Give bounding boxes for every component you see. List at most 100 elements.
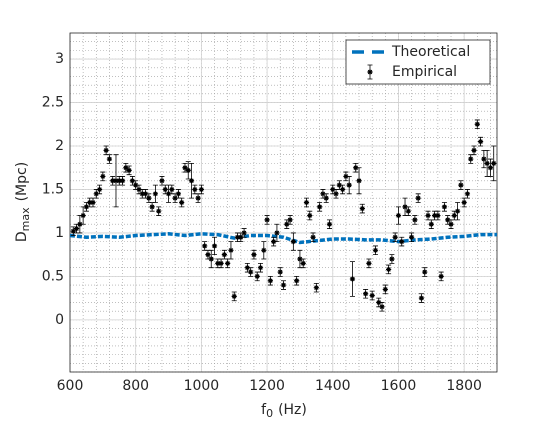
- empirical-point: [477, 139, 484, 145]
- empirical-point: [441, 204, 448, 210]
- empirical-point: [300, 260, 306, 266]
- empirical-point: [448, 221, 454, 227]
- empirical-point: [359, 205, 365, 212]
- empirical-point: [175, 191, 181, 197]
- y-tick-label: 1.5: [42, 181, 64, 197]
- y-tick-label: 1: [55, 225, 64, 241]
- empirical-point: [438, 273, 444, 279]
- empirical-point: [142, 191, 149, 197]
- y-tick-label: 2.5: [42, 95, 64, 111]
- empirical-point: [343, 173, 349, 180]
- empirical-point: [287, 217, 293, 223]
- empirical-point: [389, 256, 395, 262]
- empirical-point: [290, 239, 296, 245]
- empirical-point: [474, 121, 480, 127]
- empirical-point: [471, 147, 477, 153]
- y-tick-label: 0.5: [42, 268, 64, 284]
- empirical-point: [87, 199, 93, 206]
- empirical-point: [280, 282, 287, 288]
- empirical-point: [156, 208, 162, 214]
- empirical-point: [202, 243, 208, 249]
- empirical-point: [320, 191, 326, 197]
- empirical-point: [274, 230, 280, 236]
- empirical-point: [323, 195, 329, 201]
- empirical-point: [188, 178, 195, 184]
- empirical-point: [468, 156, 474, 162]
- empirical-point: [372, 247, 379, 253]
- empirical-point: [369, 292, 375, 299]
- empirical-point: [386, 266, 392, 273]
- empirical-point: [80, 212, 86, 219]
- empirical-point: [261, 247, 267, 253]
- empirical-point: [126, 167, 132, 173]
- empirical-point: [241, 230, 247, 236]
- x-label-sub: 0: [266, 407, 273, 420]
- empirical-point: [254, 273, 260, 279]
- empirical-point: [110, 178, 116, 184]
- empirical-point: [294, 278, 300, 284]
- empirical-point: [451, 212, 457, 219]
- empirical-point: [356, 178, 362, 184]
- empirical-point: [431, 212, 438, 219]
- empirical-point: [317, 204, 323, 210]
- y-tick-label: 2: [55, 138, 64, 154]
- y-axis-label: Dmax (Mpc): [14, 162, 32, 242]
- empirical-point: [435, 212, 441, 219]
- y-tick-label: 0: [55, 312, 64, 328]
- y-tick-label: 3: [55, 51, 64, 67]
- empirical-point: [96, 186, 103, 193]
- empirical-point: [382, 286, 388, 293]
- empirical-point: [208, 256, 214, 262]
- empirical-point: [198, 186, 204, 193]
- empirical-point: [218, 260, 224, 266]
- empirical-point: [136, 186, 142, 193]
- empirical-point: [313, 285, 319, 291]
- empirical-point: [336, 182, 342, 188]
- empirical-point: [77, 221, 83, 227]
- x-tick-label: 1400: [315, 378, 351, 394]
- empirical-point: [162, 186, 168, 193]
- empirical-point: [330, 186, 336, 193]
- empirical-point: [284, 221, 290, 227]
- empirical-point: [461, 199, 467, 206]
- x-axis-label: f0 (Hz): [261, 402, 307, 420]
- empirical-point: [402, 204, 408, 210]
- empirical-point: [445, 217, 451, 223]
- empirical-point: [353, 165, 359, 171]
- empirical-point: [399, 239, 405, 245]
- empirical-point: [238, 234, 244, 240]
- empirical-point: [251, 252, 257, 258]
- x-label-main: f: [261, 402, 267, 418]
- empirical-point: [349, 276, 356, 282]
- empirical-point: [228, 247, 234, 253]
- empirical-point: [169, 186, 175, 193]
- empirical-point: [83, 204, 90, 210]
- y-label-main: D: [14, 231, 30, 242]
- plot-area: [70, 33, 497, 372]
- empirical-point: [340, 186, 346, 193]
- empirical-point: [412, 217, 418, 223]
- empirical-point: [428, 221, 434, 227]
- legend-swatch: [367, 69, 373, 75]
- empirical-point: [297, 256, 303, 262]
- y-label-unit: (Mpc): [14, 162, 30, 202]
- empirical-point: [422, 269, 428, 275]
- empirical-point: [491, 160, 497, 166]
- empirical-point: [346, 182, 352, 188]
- empirical-point: [205, 252, 211, 258]
- empirical-point: [215, 260, 221, 266]
- empirical-point: [454, 208, 461, 214]
- x-tick-label: 1600: [381, 378, 417, 394]
- legend-label: Theoretical: [391, 44, 470, 60]
- empirical-point: [333, 191, 339, 197]
- empirical-point: [179, 199, 185, 206]
- empirical-point: [90, 199, 96, 206]
- empirical-point: [152, 191, 158, 197]
- axes-box: [69, 32, 498, 373]
- empirical-point: [277, 269, 283, 275]
- empirical-point: [221, 252, 227, 258]
- empirical-point: [425, 212, 431, 219]
- empirical-point: [303, 199, 310, 206]
- empirical-point: [185, 167, 191, 173]
- x-tick-label: 1000: [184, 378, 220, 394]
